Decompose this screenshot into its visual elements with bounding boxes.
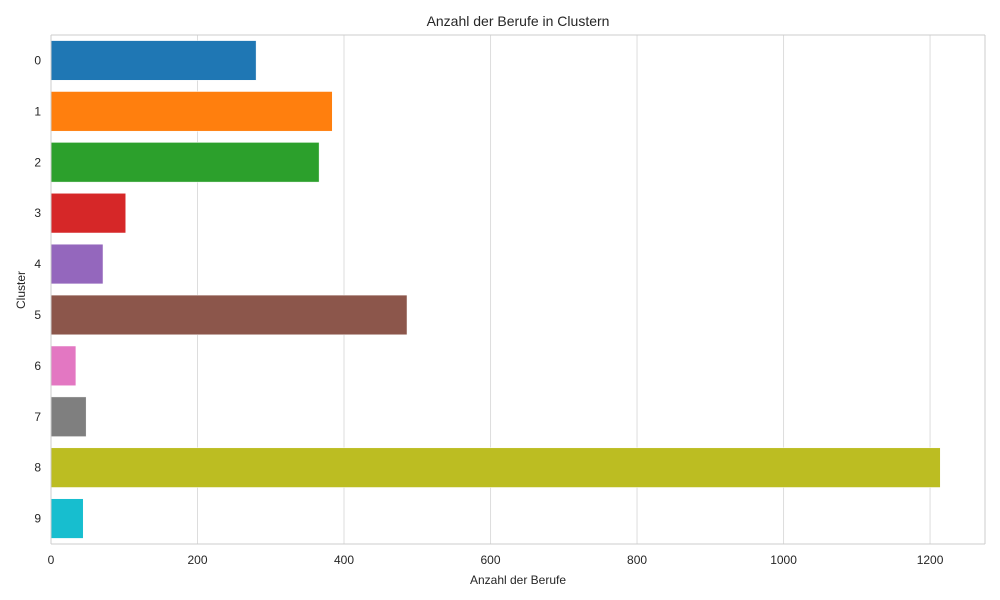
x-tick-label: 600 [481, 553, 501, 567]
x-tick-label: 200 [187, 553, 207, 567]
y-tick-label: 8 [34, 461, 41, 475]
x-tick-label: 800 [627, 553, 647, 567]
bar-cluster-3 [50, 193, 126, 234]
y-tick-labels: 0 1 2 3 4 5 6 7 8 9 [34, 53, 41, 525]
x-tick-label: 1000 [770, 553, 797, 567]
chart-title: Anzahl der Berufe in Clustern [427, 13, 610, 29]
bar-cluster-1 [50, 91, 333, 132]
bar-cluster-0 [50, 40, 257, 81]
y-tick-label: 4 [34, 257, 41, 271]
x-tick-label: 400 [334, 553, 354, 567]
bar-cluster-4 [50, 243, 104, 285]
y-tick-label: 6 [34, 359, 41, 373]
x-tick-label: 1200 [917, 553, 944, 567]
plot-frame [50, 34, 986, 545]
y-tick-label: 1 [34, 104, 41, 118]
bars [50, 40, 941, 539]
x-tick-labels: 0 200 400 600 800 1000 1200 [48, 553, 944, 567]
bar-cluster-2 [50, 142, 320, 183]
y-tick-label: 7 [34, 410, 41, 424]
x-tick-label: 0 [48, 553, 55, 567]
y-tick-label: 0 [34, 53, 41, 67]
y-tick-label: 5 [34, 308, 41, 322]
bar-cluster-8 [50, 447, 941, 488]
x-axis-label: Anzahl der Berufe [470, 573, 566, 587]
y-tick-label: 3 [34, 206, 41, 220]
bar-cluster-9 [50, 498, 84, 539]
bar-cluster-7 [50, 396, 87, 437]
bar-cluster-6 [50, 345, 77, 386]
y-tick-label: 2 [34, 155, 41, 169]
bar-cluster-5 [50, 294, 408, 336]
y-tick-label: 9 [34, 512, 41, 526]
y-axis-label: Cluster [14, 271, 28, 309]
